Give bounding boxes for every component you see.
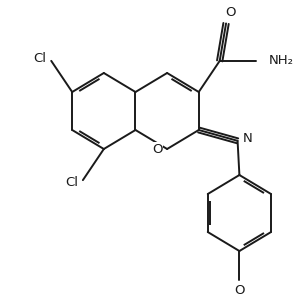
- Text: NH₂: NH₂: [269, 54, 294, 67]
- Text: O: O: [152, 142, 162, 156]
- Text: O: O: [234, 284, 245, 297]
- Text: Cl: Cl: [65, 176, 78, 188]
- Text: Cl: Cl: [34, 52, 46, 65]
- Text: O: O: [226, 6, 236, 19]
- Text: N: N: [242, 132, 252, 145]
